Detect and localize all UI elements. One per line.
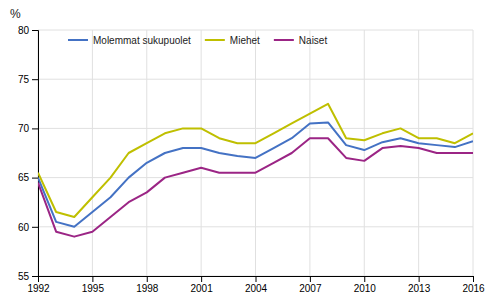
grid	[38, 30, 473, 276]
tick: 2004	[245, 276, 268, 294]
tick: 2007	[299, 276, 322, 294]
plot: 1992 1995 1998 2001 2004 2007 2010 2013 2016 55 60…	[18, 25, 485, 294]
legend-label: Molemmat sukupuolet	[93, 35, 191, 46]
tick-mark	[310, 276, 311, 282]
legend-swatch	[68, 39, 88, 41]
tick: 1995	[82, 276, 105, 294]
tick: 1998	[136, 276, 159, 294]
lines	[38, 104, 473, 237]
axis-line	[32, 31, 39, 277]
tick: 2010	[354, 276, 377, 294]
legend-label: Naiset	[299, 35, 328, 46]
tick: 65	[18, 172, 38, 183]
y-axis-label: %	[10, 7, 21, 21]
tick-mark	[32, 178, 38, 179]
tick: 70	[18, 123, 38, 134]
legend-item: Miehet	[205, 35, 260, 46]
tick-mark	[364, 276, 365, 282]
legend: Molemmat sukupuolet Miehet Naiset	[68, 35, 327, 46]
grid-line-x	[255, 30, 256, 276]
tick: 2013	[408, 276, 431, 294]
tick-label: 1992	[27, 283, 50, 294]
tick: 2016	[462, 276, 485, 294]
series-line	[38, 104, 473, 217]
tick: 80	[18, 25, 38, 36]
tick-mark	[256, 276, 257, 282]
tick-label: 2007	[299, 283, 322, 294]
grid-line-x	[146, 30, 147, 276]
tick-mark	[92, 276, 93, 282]
tick: 75	[18, 74, 38, 85]
tick-mark	[32, 276, 38, 277]
tick-label: 70	[18, 123, 30, 134]
series-line	[38, 138, 473, 236]
axis-line	[39, 277, 474, 283]
y-axis: 55 60 65 70 75 80	[18, 25, 39, 282]
legend-swatch	[274, 39, 294, 41]
tick: 55	[18, 271, 38, 282]
tick: 60	[18, 222, 38, 233]
tick-mark	[32, 30, 38, 31]
tick-mark	[147, 276, 148, 282]
grid-line-x	[201, 30, 202, 276]
tick-mark	[32, 128, 38, 129]
tick-label: 2016	[462, 283, 485, 294]
tick: 1992	[27, 276, 50, 294]
tick-label: 2004	[245, 283, 268, 294]
grid-line-x	[92, 30, 93, 276]
tick-label: 1995	[82, 283, 105, 294]
tick-mark	[473, 276, 474, 282]
tick-label: 2010	[354, 283, 377, 294]
tick-label: 2001	[191, 283, 214, 294]
tick-mark	[32, 79, 38, 80]
legend-swatch	[205, 39, 225, 41]
tick-label: 1998	[136, 283, 159, 294]
tick-label: 65	[18, 172, 30, 183]
tick-mark	[32, 227, 38, 228]
legend-label: Miehet	[230, 35, 260, 46]
tick-label: 2013	[408, 283, 431, 294]
chart: 1992 1995 1998 2001 2004 2007 2010 2013 2016 55 60…	[0, 0, 491, 302]
legend-item: Molemmat sukupuolet	[68, 35, 191, 46]
grid-line-x	[309, 30, 310, 276]
tick-label: 80	[18, 25, 30, 36]
legend-item: Naiset	[274, 35, 328, 46]
series-line	[38, 122, 473, 226]
x-axis: 1992 1995 1998 2001 2004 2007 2010 2013 2016	[27, 276, 485, 294]
tick-label: 60	[18, 222, 30, 233]
grid-line-x	[418, 30, 419, 276]
tick-label: 55	[18, 271, 30, 282]
tick-label: 75	[18, 74, 30, 85]
grid-line-x	[364, 30, 365, 276]
tick-mark	[201, 276, 202, 282]
tick: 2001	[191, 276, 214, 294]
tick-mark	[419, 276, 420, 282]
